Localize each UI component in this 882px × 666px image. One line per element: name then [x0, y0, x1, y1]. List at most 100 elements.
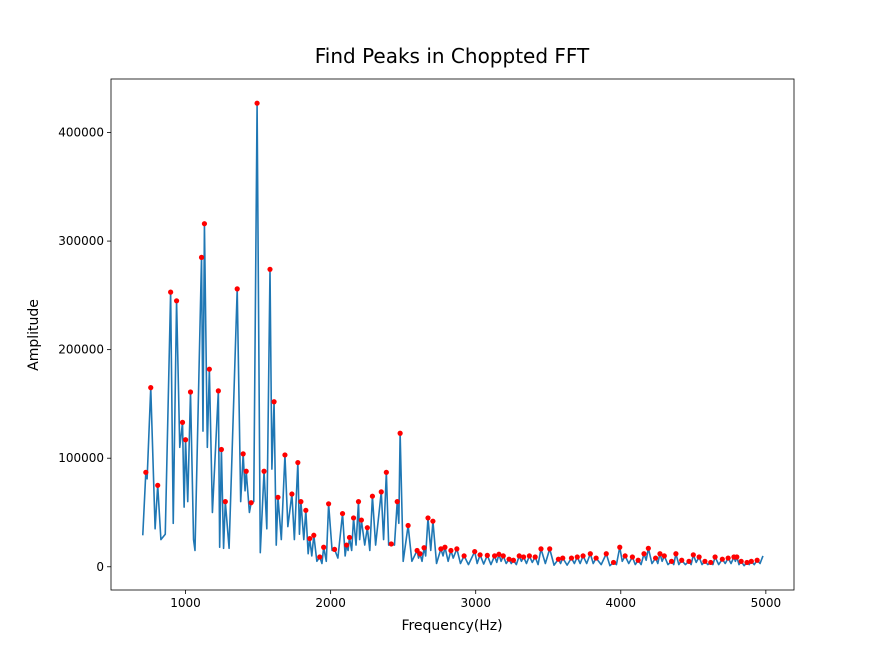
peak-marker — [668, 558, 675, 564]
peak-marker — [696, 554, 702, 560]
peak-marker — [708, 559, 714, 566]
peak-marker — [555, 556, 562, 562]
peak-marker — [179, 419, 186, 425]
peak-marker — [679, 557, 685, 563]
peak-marker — [641, 551, 647, 557]
peak-marker — [275, 494, 281, 500]
peak-marker — [326, 501, 332, 507]
x-tick-label: 3000 — [460, 596, 491, 610]
peak-marker — [454, 546, 460, 552]
peak-marker — [369, 493, 376, 499]
peak-marker — [394, 499, 400, 505]
peak-marker — [653, 555, 659, 561]
peak-marker — [472, 548, 478, 555]
peak-marker — [298, 499, 304, 505]
peak-marker — [303, 507, 309, 513]
peak-marker — [617, 544, 623, 550]
peak-marker — [346, 534, 353, 541]
plot-frame — [110, 78, 795, 591]
peak-marker — [510, 557, 517, 563]
peak-marker — [383, 469, 389, 475]
peak-marker — [448, 547, 454, 554]
peak-marker — [218, 446, 224, 453]
peak-marker — [421, 545, 427, 551]
x-tick-label: 4000 — [606, 596, 637, 610]
peak-marker — [355, 499, 362, 505]
peak-marker — [358, 517, 364, 523]
peak-marker — [500, 553, 506, 559]
peak-marker — [267, 266, 273, 272]
peak-marker — [168, 289, 174, 295]
peak-marker — [645, 545, 651, 551]
peak-marker — [240, 451, 246, 457]
peak-marker — [311, 532, 317, 538]
peak-marker — [748, 558, 754, 564]
peak-marker — [754, 557, 760, 563]
peak-marker — [289, 491, 295, 497]
peak-marker — [254, 100, 260, 106]
x-tick-label: 5000 — [751, 596, 782, 610]
peak-marker — [317, 554, 323, 560]
peak-marker — [405, 522, 411, 529]
y-tick-label: 300000 — [58, 234, 104, 248]
peak-marker — [321, 544, 327, 550]
x-tick-label: 1000 — [170, 596, 201, 610]
peak-marker — [155, 482, 161, 488]
peak-marker — [206, 366, 212, 372]
peak-marker — [686, 558, 692, 564]
peak-marker — [425, 515, 431, 521]
peak-marker — [271, 399, 277, 405]
y-tick-label: 100000 — [58, 451, 104, 465]
peak-marker — [364, 525, 370, 531]
peak-marker — [243, 468, 249, 474]
peak-marker — [568, 555, 575, 561]
peak-marker — [725, 555, 731, 561]
peak-marker — [282, 452, 288, 458]
peak-marker — [187, 389, 194, 395]
x-axis-label: Frequency(Hz) — [401, 618, 502, 634]
peak-marker — [182, 437, 189, 443]
peak-marker — [560, 555, 566, 561]
peak-marker — [350, 515, 357, 521]
peak-marker — [343, 542, 350, 548]
x-tick-label: 2000 — [315, 596, 346, 610]
peak-marker — [520, 554, 527, 560]
peak-marker — [734, 554, 740, 560]
peak-marker — [248, 500, 254, 506]
peak-marker — [491, 553, 498, 559]
peak-marker — [506, 556, 512, 562]
peak-marker — [657, 551, 663, 557]
peak-marker — [430, 518, 436, 524]
peak-marker — [215, 388, 221, 394]
peak-marker — [173, 298, 180, 304]
peak-marker — [261, 468, 267, 474]
peak-marker — [201, 221, 208, 227]
y-axis-label: Amplitude — [26, 299, 42, 371]
chart-title: Find Peaks in Choppted FFT — [315, 44, 590, 68]
peak-marker — [484, 552, 490, 558]
y-tick-label: 0 — [96, 560, 104, 574]
peak-marker — [307, 535, 313, 542]
peak-marker — [587, 551, 593, 557]
peak-marker — [574, 554, 580, 560]
peak-marker — [603, 551, 609, 557]
peak-marker — [661, 553, 667, 559]
peak-marker — [397, 430, 403, 436]
peak-marker — [702, 558, 708, 564]
peak-marker — [295, 459, 301, 466]
peak-marker — [143, 469, 149, 475]
peak-marker — [622, 553, 628, 559]
peak-marker — [738, 558, 744, 564]
peak-marker — [442, 544, 448, 550]
peak-marker — [673, 551, 679, 557]
peak-marker — [547, 546, 553, 552]
peak-marker — [438, 546, 444, 552]
peak-marker — [516, 553, 522, 559]
peak-marker — [234, 286, 240, 292]
peak-marker — [526, 553, 532, 559]
peak-marker — [610, 559, 617, 566]
peak-marker — [417, 551, 423, 557]
peak-marker — [461, 553, 467, 559]
peak-marker — [690, 552, 696, 558]
